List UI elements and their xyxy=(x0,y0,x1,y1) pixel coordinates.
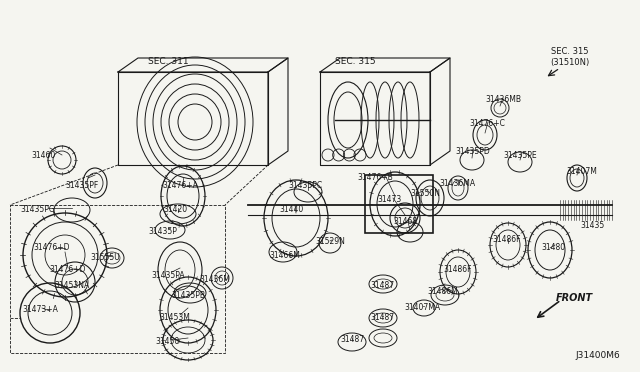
Text: 31487: 31487 xyxy=(370,314,394,323)
Text: SEC. 315: SEC. 315 xyxy=(335,58,375,67)
Text: 31473+A: 31473+A xyxy=(22,305,58,314)
Text: 31476+A: 31476+A xyxy=(162,180,198,189)
Text: 31453M: 31453M xyxy=(159,314,191,323)
Text: 31555U: 31555U xyxy=(90,253,120,263)
Text: 31450: 31450 xyxy=(156,337,180,346)
Text: 31435PF: 31435PF xyxy=(65,180,99,189)
Text: 31476+D: 31476+D xyxy=(34,244,70,253)
Text: FRONT: FRONT xyxy=(556,293,593,303)
Text: 31473: 31473 xyxy=(378,196,402,205)
Text: J31400M6: J31400M6 xyxy=(575,351,620,360)
Text: 31529N: 31529N xyxy=(315,237,345,247)
Text: 31476+B: 31476+B xyxy=(357,173,393,183)
Text: 31407MA: 31407MA xyxy=(404,304,440,312)
Bar xyxy=(365,175,433,233)
Text: 31550N: 31550N xyxy=(410,189,440,198)
Text: 31453NA: 31453NA xyxy=(54,282,90,291)
Bar xyxy=(10,205,225,353)
Text: 31435PC: 31435PC xyxy=(288,180,322,189)
Text: 31468: 31468 xyxy=(393,218,417,227)
Text: SEC. 311: SEC. 311 xyxy=(148,58,188,67)
Text: 31460: 31460 xyxy=(32,151,56,160)
Text: 31476+D: 31476+D xyxy=(50,266,86,275)
Text: 31435: 31435 xyxy=(581,221,605,230)
Text: 31476+C: 31476+C xyxy=(469,119,505,128)
Text: 31486M: 31486M xyxy=(428,288,458,296)
Text: 31480: 31480 xyxy=(541,244,565,253)
Text: 31435PG: 31435PG xyxy=(20,205,56,215)
Text: 31440: 31440 xyxy=(280,205,304,215)
Text: 31420: 31420 xyxy=(163,205,187,215)
Text: 31486F: 31486F xyxy=(493,235,521,244)
Text: 31435PE: 31435PE xyxy=(503,151,537,160)
Text: (31510N): (31510N) xyxy=(550,58,589,67)
Text: 31436MA: 31436MA xyxy=(439,179,475,187)
Text: 31486F: 31486F xyxy=(444,266,472,275)
Text: 31466M: 31466M xyxy=(269,250,300,260)
Text: 31435PD: 31435PD xyxy=(456,148,490,157)
Text: 31487: 31487 xyxy=(370,280,394,289)
Text: 31407M: 31407M xyxy=(566,167,597,176)
Text: 31436MB: 31436MB xyxy=(485,96,521,105)
Text: 31435P: 31435P xyxy=(148,228,177,237)
Text: 31435PB: 31435PB xyxy=(171,291,205,299)
Text: 31435PA: 31435PA xyxy=(151,272,185,280)
Text: 31487: 31487 xyxy=(340,336,364,344)
Text: SEC. 315: SEC. 315 xyxy=(551,48,589,57)
Text: 31436M: 31436M xyxy=(200,276,230,285)
